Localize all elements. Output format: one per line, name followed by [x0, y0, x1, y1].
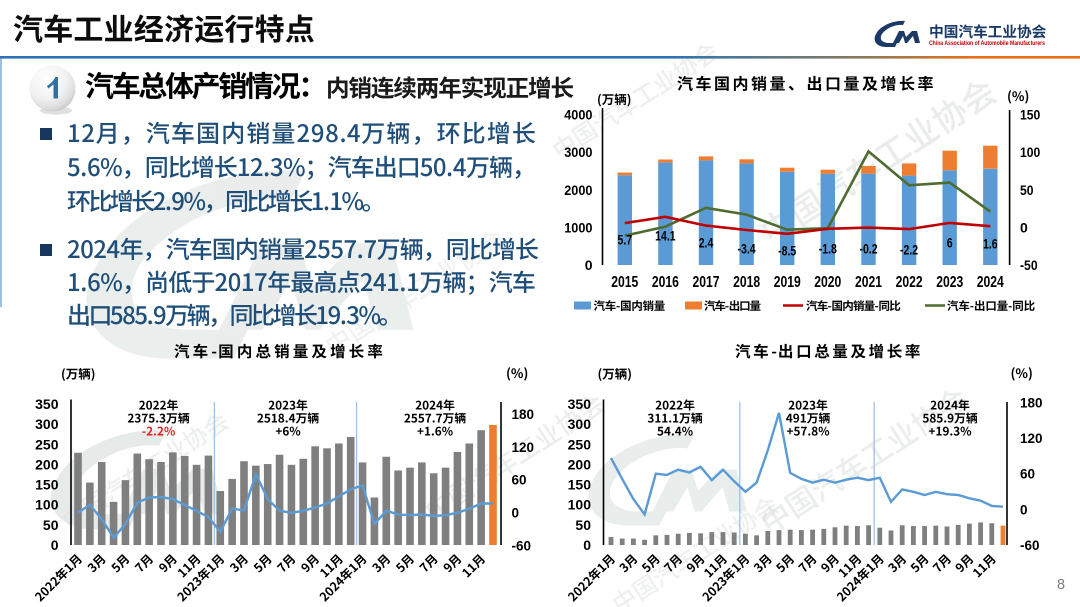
- svg-text:China Association of Automobil: China Association of Automobile Manufact…: [929, 40, 1045, 47]
- svg-text:-60: -60: [1020, 538, 1040, 553]
- svg-text:120: 120: [1020, 431, 1043, 446]
- svg-text:-50: -50: [1020, 257, 1038, 273]
- svg-text:2020: 2020: [814, 274, 841, 291]
- svg-text:300: 300: [35, 416, 59, 432]
- svg-text:2015: 2015: [611, 274, 638, 291]
- svg-text:50: 50: [43, 517, 59, 533]
- svg-text:0: 0: [583, 537, 591, 553]
- svg-text:350: 350: [568, 396, 592, 412]
- svg-text:2019: 2019: [774, 274, 801, 291]
- svg-text:6: 6: [947, 236, 953, 251]
- svg-text:2022: 2022: [896, 274, 923, 291]
- svg-text:150: 150: [35, 477, 59, 493]
- svg-text:4000: 4000: [564, 107, 592, 123]
- svg-text:180: 180: [1020, 395, 1043, 410]
- svg-text:-3.4: -3.4: [738, 242, 756, 257]
- svg-text:-8.5: -8.5: [778, 244, 796, 259]
- svg-text:100: 100: [35, 497, 59, 513]
- svg-text:200: 200: [35, 456, 59, 472]
- svg-text:0: 0: [585, 257, 593, 273]
- svg-text:250: 250: [35, 436, 59, 452]
- svg-text:350: 350: [35, 396, 59, 412]
- svg-text:2.4: 2.4: [699, 236, 714, 251]
- svg-text:180: 180: [512, 407, 535, 422]
- svg-text:1000: 1000: [564, 219, 592, 235]
- svg-text:-0.2: -0.2: [859, 242, 877, 257]
- svg-text:2000: 2000: [564, 182, 592, 198]
- svg-text:5.7: 5.7: [618, 233, 633, 248]
- svg-text:100: 100: [1020, 144, 1040, 160]
- svg-text:2021: 2021: [855, 274, 882, 291]
- svg-text:60: 60: [1020, 467, 1035, 482]
- svg-text:300: 300: [568, 416, 592, 432]
- svg-text:0: 0: [51, 537, 59, 553]
- svg-text:150: 150: [568, 477, 592, 493]
- svg-text:-60: -60: [512, 538, 532, 553]
- svg-text:2018: 2018: [733, 274, 760, 291]
- svg-text:200: 200: [568, 456, 592, 472]
- svg-text:-1.8: -1.8: [819, 242, 837, 257]
- svg-text:-2.2: -2.2: [900, 243, 918, 258]
- svg-text:3000: 3000: [564, 144, 592, 160]
- svg-text:14.1: 14.1: [655, 229, 676, 244]
- svg-text:2024: 2024: [977, 274, 1004, 291]
- svg-text:0: 0: [512, 506, 520, 521]
- svg-text:250: 250: [568, 436, 592, 452]
- svg-text:60: 60: [512, 473, 527, 488]
- svg-text:50: 50: [1020, 182, 1034, 198]
- svg-text:1.6: 1.6: [983, 237, 998, 252]
- svg-text:2016: 2016: [652, 274, 679, 291]
- svg-text:8: 8: [1057, 577, 1065, 593]
- svg-text:50: 50: [575, 517, 591, 533]
- svg-text:120: 120: [512, 440, 535, 455]
- svg-text:0: 0: [1020, 502, 1028, 517]
- svg-text:150: 150: [1020, 107, 1040, 123]
- svg-text:2023: 2023: [936, 274, 963, 291]
- svg-text:0: 0: [1020, 219, 1028, 235]
- svg-text:100: 100: [568, 497, 592, 513]
- svg-text:2017: 2017: [693, 274, 720, 291]
